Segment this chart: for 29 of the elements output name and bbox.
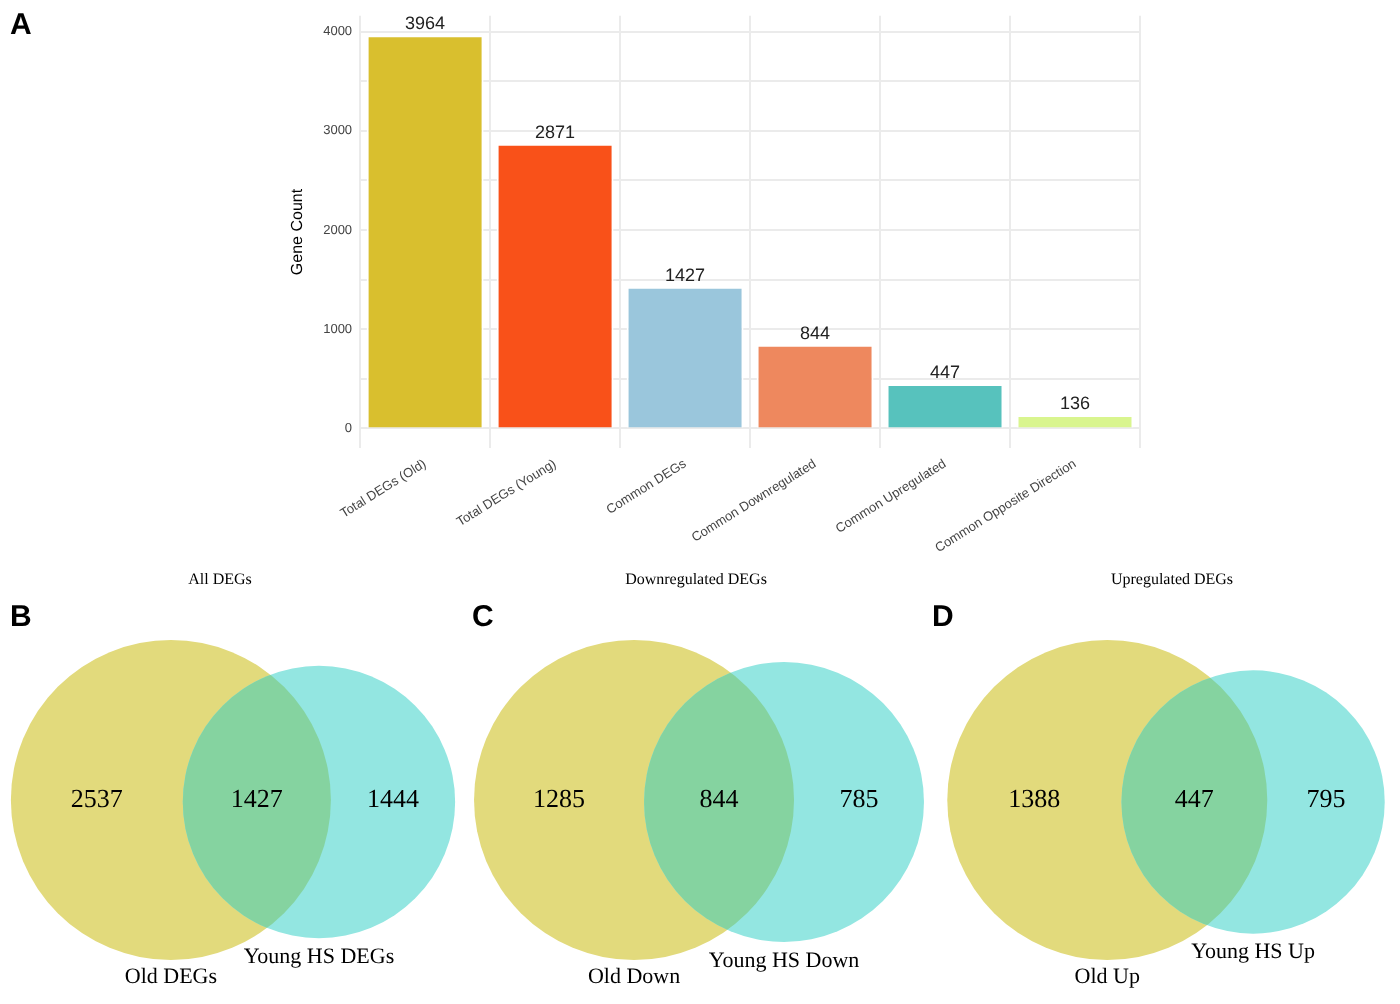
text: D	[932, 600, 954, 634]
data-label: 447	[1174, 782, 1215, 813]
data-label: 447	[930, 362, 961, 383]
y-axis-title: Gene Count	[288, 187, 307, 276]
data-label: 3964	[405, 13, 446, 34]
text: Upregulated DEGs	[1110, 570, 1234, 588]
text: B	[10, 600, 32, 634]
data-label: 844	[699, 782, 740, 813]
data-label: 2537	[70, 782, 124, 813]
category-label: Old DEGs	[124, 964, 218, 989]
category-label: Young HS DEGs	[243, 944, 395, 969]
data-label: 1285	[533, 782, 586, 813]
text: C	[472, 600, 494, 634]
data-label: 1427	[230, 782, 284, 813]
data-label: 2871	[535, 121, 576, 142]
data-label: 1427	[665, 264, 706, 285]
text: A	[10, 8, 32, 42]
category-label: Old Down	[587, 964, 682, 989]
data-label: 1444	[367, 782, 420, 813]
data-label: 844	[800, 322, 831, 343]
data-label: 136	[1059, 392, 1091, 413]
category-label: Young HS Down	[708, 948, 861, 973]
text: All DEGs	[188, 570, 252, 588]
data-label: 1388	[1008, 782, 1061, 813]
data-label: 795	[1306, 782, 1346, 813]
category-label: Old Up	[1074, 964, 1141, 989]
category-label: Young HS Up	[1191, 940, 1316, 965]
text: Downregulated DEGs	[625, 570, 767, 588]
data-label: 785	[839, 782, 879, 813]
